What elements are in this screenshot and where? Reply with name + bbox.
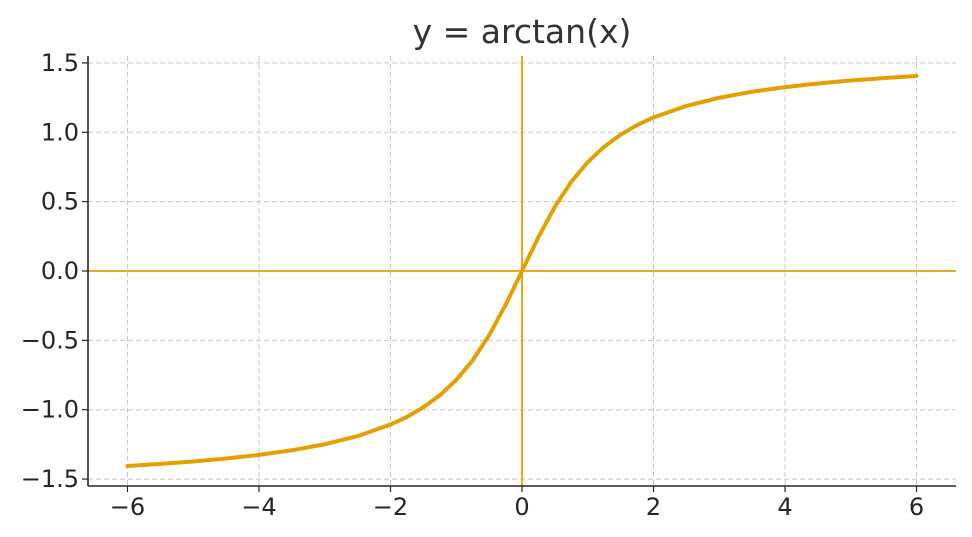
- x-tick-label: −4: [241, 493, 276, 521]
- y-tick-label: −0.5: [21, 326, 79, 354]
- y-ticks: −1.5 −1.0 −0.5 0.0 0.5 1.0 1.5: [21, 49, 88, 493]
- y-tick-label: 0.0: [41, 257, 79, 285]
- x-ticks: −6 −4 −2 0 2 4 6: [110, 486, 924, 521]
- x-tick-label: 6: [909, 493, 924, 521]
- y-tick-label: −1.0: [21, 396, 79, 424]
- x-tick-label: 4: [777, 493, 792, 521]
- series-layer: [125, 74, 919, 468]
- x-tick-label: −6: [110, 493, 145, 521]
- chart-title: y = arctan(x): [413, 12, 632, 51]
- x-tick-label: 2: [646, 493, 661, 521]
- y-tick-label: 0.5: [41, 188, 79, 216]
- y-tick-label: 1.5: [41, 49, 79, 77]
- series-line: [125, 74, 919, 468]
- x-tick-label: −2: [373, 493, 408, 521]
- y-tick-label: −1.5: [21, 465, 79, 493]
- y-tick-label: 1.0: [41, 118, 79, 146]
- x-tick-label: 0: [514, 493, 529, 521]
